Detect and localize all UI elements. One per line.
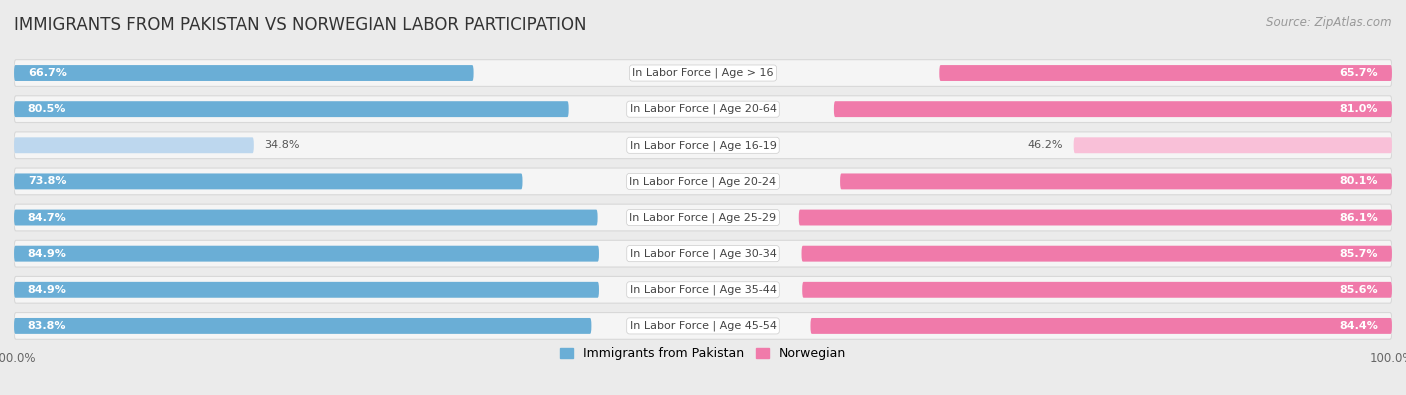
FancyBboxPatch shape <box>14 240 1392 267</box>
Text: 84.9%: 84.9% <box>28 285 66 295</box>
Text: In Labor Force | Age 16-19: In Labor Force | Age 16-19 <box>630 140 776 150</box>
FancyBboxPatch shape <box>14 312 1392 339</box>
Text: 84.7%: 84.7% <box>28 213 66 222</box>
Text: 80.5%: 80.5% <box>28 104 66 114</box>
FancyBboxPatch shape <box>803 282 1392 298</box>
Text: In Labor Force | Age 20-64: In Labor Force | Age 20-64 <box>630 104 776 115</box>
FancyBboxPatch shape <box>14 173 523 189</box>
FancyBboxPatch shape <box>14 210 598 226</box>
FancyBboxPatch shape <box>14 276 1392 303</box>
Legend: Immigrants from Pakistan, Norwegian: Immigrants from Pakistan, Norwegian <box>555 342 851 365</box>
Text: In Labor Force | Age 30-34: In Labor Force | Age 30-34 <box>630 248 776 259</box>
Text: 46.2%: 46.2% <box>1028 140 1063 150</box>
Text: In Labor Force | Age 25-29: In Labor Force | Age 25-29 <box>630 212 776 223</box>
Text: IMMIGRANTS FROM PAKISTAN VS NORWEGIAN LABOR PARTICIPATION: IMMIGRANTS FROM PAKISTAN VS NORWEGIAN LA… <box>14 16 586 34</box>
FancyBboxPatch shape <box>14 137 254 153</box>
FancyBboxPatch shape <box>14 101 568 117</box>
FancyBboxPatch shape <box>834 101 1392 117</box>
FancyBboxPatch shape <box>1074 137 1392 153</box>
Text: In Labor Force | Age 20-24: In Labor Force | Age 20-24 <box>630 176 776 187</box>
FancyBboxPatch shape <box>14 204 1392 231</box>
FancyBboxPatch shape <box>14 282 599 298</box>
FancyBboxPatch shape <box>14 318 592 334</box>
Text: 73.8%: 73.8% <box>28 177 66 186</box>
Text: 84.4%: 84.4% <box>1340 321 1378 331</box>
FancyBboxPatch shape <box>810 318 1392 334</box>
FancyBboxPatch shape <box>14 96 1392 122</box>
Text: In Labor Force | Age > 16: In Labor Force | Age > 16 <box>633 68 773 78</box>
Text: 85.7%: 85.7% <box>1340 249 1378 259</box>
FancyBboxPatch shape <box>14 246 599 261</box>
Text: In Labor Force | Age 35-44: In Labor Force | Age 35-44 <box>630 284 776 295</box>
FancyBboxPatch shape <box>801 246 1392 261</box>
FancyBboxPatch shape <box>799 210 1392 226</box>
Text: 86.1%: 86.1% <box>1340 213 1378 222</box>
FancyBboxPatch shape <box>14 60 1392 87</box>
Text: 65.7%: 65.7% <box>1340 68 1378 78</box>
Text: In Labor Force | Age 45-54: In Labor Force | Age 45-54 <box>630 321 776 331</box>
FancyBboxPatch shape <box>14 168 1392 195</box>
FancyBboxPatch shape <box>939 65 1392 81</box>
FancyBboxPatch shape <box>14 65 474 81</box>
Text: 83.8%: 83.8% <box>28 321 66 331</box>
Text: 84.9%: 84.9% <box>28 249 66 259</box>
Text: 81.0%: 81.0% <box>1340 104 1378 114</box>
FancyBboxPatch shape <box>841 173 1392 189</box>
Text: 34.8%: 34.8% <box>264 140 299 150</box>
Text: 80.1%: 80.1% <box>1340 177 1378 186</box>
FancyBboxPatch shape <box>14 132 1392 159</box>
Text: Source: ZipAtlas.com: Source: ZipAtlas.com <box>1267 16 1392 29</box>
Text: 66.7%: 66.7% <box>28 68 66 78</box>
Text: 85.6%: 85.6% <box>1340 285 1378 295</box>
